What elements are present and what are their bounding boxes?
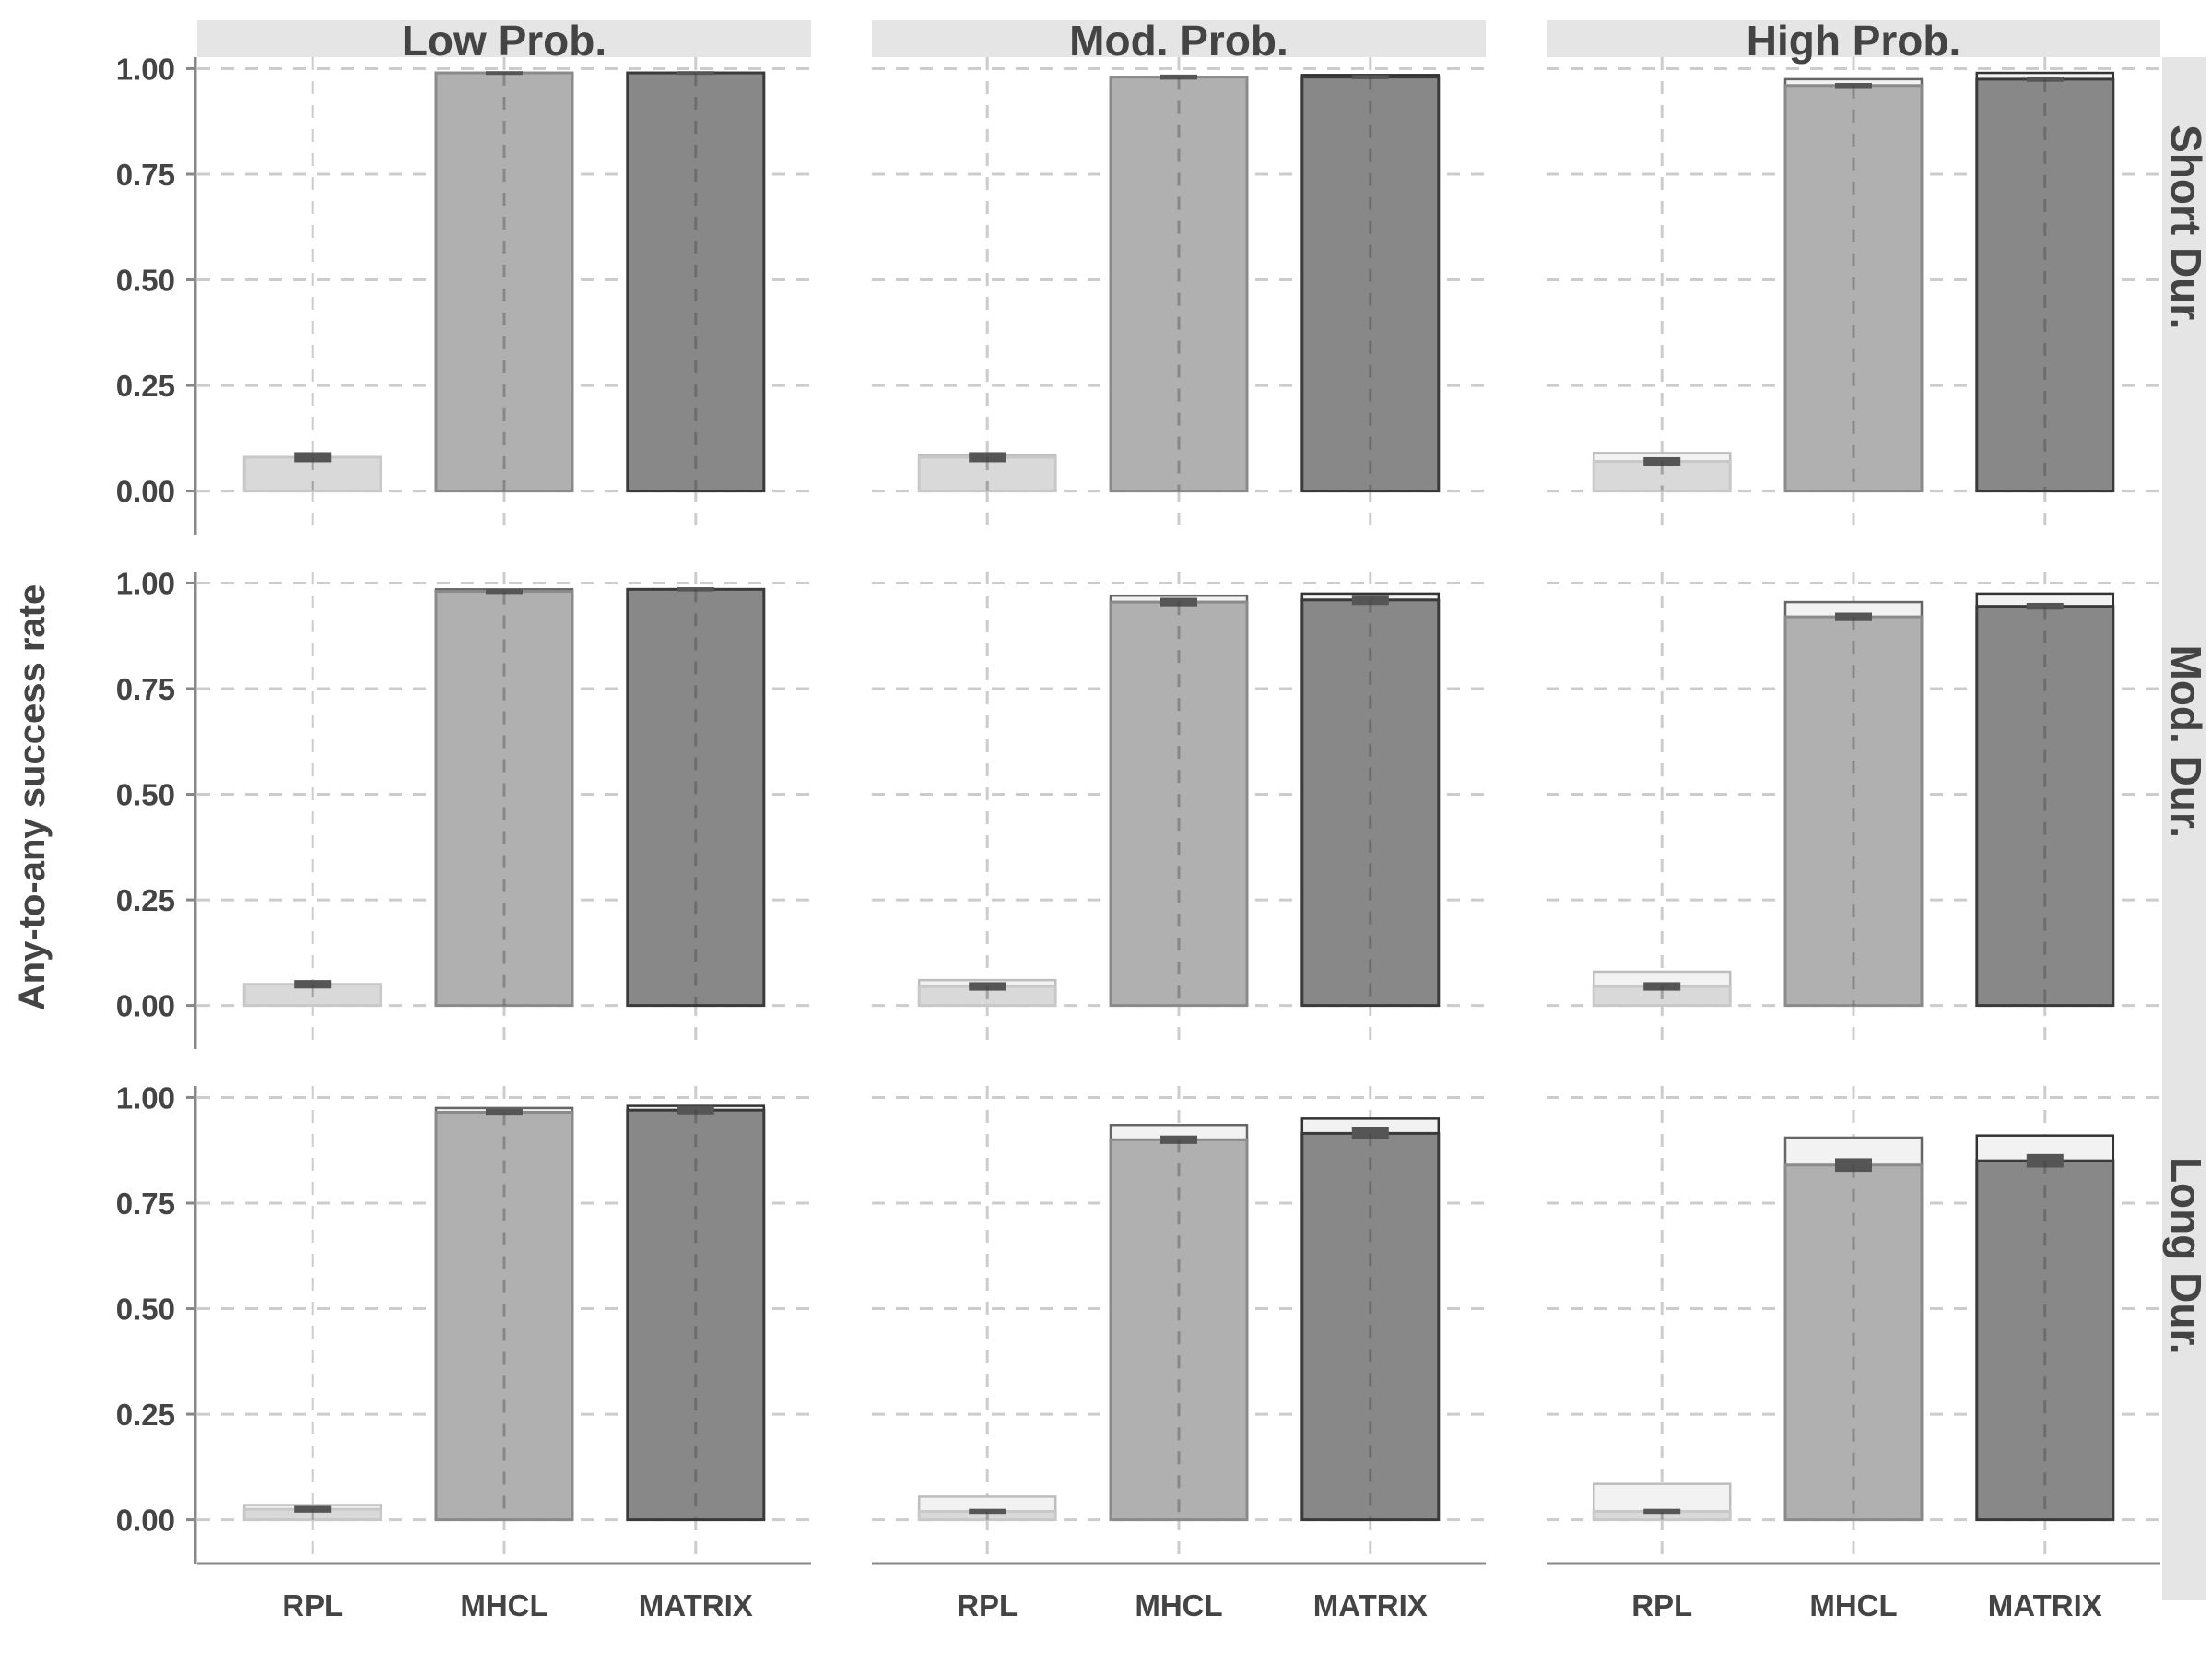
error-bar: [294, 980, 332, 989]
x-tick-label: MATRIX: [639, 1588, 753, 1623]
error-bar: [969, 982, 1006, 991]
column-strip-label: Low Prob.: [402, 17, 606, 65]
bar-mhcl: [1783, 615, 1924, 1008]
bar-rpl: [917, 455, 1057, 493]
x-tick-label: MHCL: [1809, 1588, 1897, 1623]
row-strip-bg: [2162, 572, 2206, 1086]
error-bar: [486, 1108, 523, 1116]
y-tick-label: 1.00: [116, 566, 175, 600]
error-bar: [1160, 597, 1197, 607]
row-strip-bg: [2162, 1086, 2206, 1600]
error-bar: [1160, 74, 1197, 80]
x-tick-label: MATRIX: [1313, 1588, 1428, 1623]
x-tick-label: RPL: [957, 1588, 1018, 1623]
error-bar: [1351, 595, 1389, 606]
row-strip-label: Short Dur.: [2162, 124, 2210, 329]
bar-mhcl: [1109, 76, 1249, 493]
column-strip-bg: [1547, 20, 2160, 57]
row-strip-label: Mod. Dur.: [2162, 644, 2210, 838]
bar-matrix: [1975, 605, 2115, 1008]
error-bar: [1351, 75, 1389, 79]
x-tick-label: MHCL: [460, 1588, 547, 1623]
error-bar: [1160, 1135, 1197, 1144]
error-bar: [1835, 612, 1872, 621]
bar-matrix: [626, 71, 766, 493]
y-tick-label: 0.25: [116, 883, 175, 917]
bar-matrix: [1975, 77, 2115, 493]
y-tick-label: 0.50: [116, 778, 175, 812]
y-tick-label: 0.00: [116, 475, 175, 509]
error-bar: [486, 588, 523, 595]
y-tick-label: 0.75: [116, 672, 175, 706]
bar-matrix: [1975, 1159, 2115, 1522]
column-strip-bg: [197, 20, 811, 57]
bar-mhcl: [1109, 1138, 1249, 1522]
error-bar: [1643, 456, 1681, 466]
row-strip-bg: [2162, 57, 2206, 572]
bar-mhcl: [1109, 600, 1249, 1008]
error-bar: [1351, 1127, 1389, 1139]
bar-mhcl: [1783, 84, 1924, 493]
bar-matrix: [1300, 598, 1441, 1008]
y-tick-label: 0.75: [116, 158, 175, 192]
bar-mhcl: [434, 1110, 574, 1522]
y-tick-label: 1.00: [116, 52, 175, 86]
y-tick-label: 0.00: [116, 989, 175, 1023]
error-bar: [1835, 1158, 1872, 1173]
error-bar: [294, 1505, 332, 1513]
bar-rpl: [1592, 460, 1732, 493]
bar-mhcl: [434, 590, 574, 1008]
error-bar: [969, 452, 1006, 463]
error-bar: [969, 1508, 1006, 1515]
y-tick-label: 0.25: [116, 369, 175, 403]
error-bar: [2026, 1153, 2064, 1168]
column-strip-label: Mod. Prob.: [1069, 17, 1288, 65]
x-tick-label: RPL: [1631, 1588, 1692, 1623]
error-bar: [677, 1105, 714, 1115]
bar-matrix: [626, 587, 766, 1008]
column-strip-bg: [872, 20, 1486, 57]
x-tick-label: MHCL: [1135, 1588, 1222, 1623]
error-bar: [1835, 83, 1872, 89]
bar-mhcl: [434, 71, 574, 493]
y-tick-label: 0.75: [116, 1186, 175, 1221]
error-bar: [486, 71, 523, 76]
y-tick-label: 1.00: [116, 1080, 175, 1115]
bar-matrix: [626, 1108, 766, 1522]
row-strip-label: Long Dur.: [2162, 1157, 2210, 1355]
error-bar: [1643, 982, 1681, 991]
y-axis-label: Any-to-any success rate: [12, 584, 53, 1010]
y-tick-label: 0.25: [116, 1398, 175, 1432]
error-bar: [677, 71, 714, 76]
y-tick-label: 0.00: [116, 1504, 175, 1538]
error-bar: [294, 452, 332, 463]
error-bar: [2026, 602, 2064, 610]
x-tick-label: RPL: [282, 1588, 343, 1623]
y-tick-label: 0.50: [116, 1292, 175, 1327]
bar-mhcl: [1783, 1163, 1924, 1522]
x-tick-label: MATRIX: [1988, 1588, 2102, 1623]
column-strip-label: High Prob.: [1747, 17, 1961, 65]
bar-rpl: [242, 455, 382, 493]
bar-matrix: [1300, 76, 1441, 493]
error-bar: [677, 587, 714, 592]
error-bar: [1643, 1508, 1681, 1515]
y-tick-label: 0.50: [116, 264, 175, 298]
error-bar: [2026, 77, 2064, 82]
